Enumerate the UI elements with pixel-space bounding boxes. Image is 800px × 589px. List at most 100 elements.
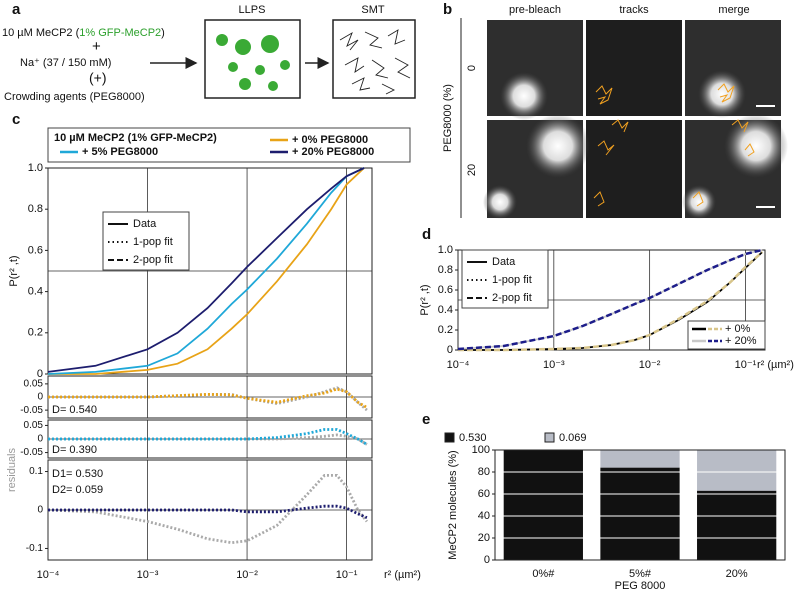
tracks bbox=[339, 29, 411, 95]
column-header: pre-bleach bbox=[509, 4, 561, 16]
box-label: LLPS bbox=[239, 4, 266, 16]
annotation: D2= 0.059 bbox=[52, 484, 103, 496]
y-label: PEG8000 (%) bbox=[442, 84, 454, 152]
data-line bbox=[47, 167, 365, 375]
data-line bbox=[48, 167, 365, 375]
legend-label: Data bbox=[133, 218, 157, 230]
plot-frame bbox=[494, 449, 786, 561]
x-tick-label: 10⁻² bbox=[639, 359, 661, 371]
panel-b: pre-bleach tracks merge PEG8000 (%) 0 20 bbox=[442, 4, 788, 219]
y-tick-label: 0 bbox=[37, 368, 43, 380]
column-header: tracks bbox=[619, 4, 649, 16]
x-axis-label: r² (µm²) bbox=[757, 359, 794, 371]
x-axis-label: PEG 8000 bbox=[615, 580, 666, 589]
y-tick-label: 0.8 bbox=[438, 264, 453, 276]
x-tick-label: 10⁻¹ bbox=[735, 359, 757, 371]
bar-segment bbox=[503, 450, 583, 560]
y-tick-label: 1.0 bbox=[438, 244, 453, 256]
y-tick-label: 0.1 bbox=[29, 466, 43, 477]
residual-line bbox=[48, 387, 368, 409]
condition-line: Crowding agents (PEG8000) bbox=[4, 91, 145, 103]
legend-label: 1-pop fit bbox=[492, 274, 532, 286]
row-label: 0 bbox=[466, 65, 478, 71]
legend-label: + 20% bbox=[725, 335, 757, 347]
residuals-label: residuals bbox=[6, 447, 18, 492]
y-tick-label: 0 bbox=[447, 344, 453, 356]
legend-box bbox=[687, 320, 766, 350]
annotation: D1= 0.530 bbox=[52, 468, 103, 480]
legend-label: + 0% bbox=[725, 323, 751, 335]
legend-label: 0.069 bbox=[559, 432, 587, 444]
y-tick-label: 0.05 bbox=[24, 420, 44, 431]
y-tick-label: -0.05 bbox=[20, 405, 43, 416]
x-tick-label: 10⁻⁴ bbox=[37, 569, 60, 581]
text: 10 µM MeCP2 ( bbox=[2, 27, 80, 39]
y-tick-label: 0 bbox=[484, 554, 490, 566]
legend-label: + 5% PEG8000 bbox=[82, 146, 158, 158]
y-tick-label: 20 bbox=[478, 532, 490, 544]
fit-line bbox=[457, 248, 763, 351]
data-line bbox=[47, 167, 365, 373]
text-green: 1% GFP-MeCP2 bbox=[79, 27, 161, 39]
y-tick-label: -0.05 bbox=[20, 447, 43, 458]
droplets bbox=[216, 34, 290, 91]
y-axis-label: P(r² ,t) bbox=[8, 255, 20, 286]
x-tick-label: 10⁻⁴ bbox=[447, 359, 470, 371]
legend-label: 2-pop fit bbox=[492, 292, 532, 304]
x-tick-label: 5%# bbox=[629, 568, 652, 580]
y-tick-label: 0.05 bbox=[24, 379, 44, 390]
residual-line bbox=[48, 504, 368, 519]
legend-swatch bbox=[544, 432, 555, 443]
y-tick-label: 0.4 bbox=[28, 286, 43, 298]
column-header: merge bbox=[718, 4, 749, 16]
fit-line bbox=[458, 251, 764, 352]
y-axis-label: MeCP2 molecules (%) bbox=[447, 450, 459, 559]
x-tick-label: 10⁻¹ bbox=[336, 569, 358, 581]
legend-swatch bbox=[444, 432, 455, 443]
y-tick-label: 40 bbox=[478, 510, 490, 522]
condition-line: Na⁺ (37 / 150 mM) bbox=[20, 57, 111, 69]
legend-label: 2-pop fit bbox=[133, 254, 173, 266]
x-tick-label: 0%# bbox=[532, 568, 555, 580]
y-tick-label: 0 bbox=[37, 392, 43, 403]
y-tick-label: 0.4 bbox=[438, 304, 453, 316]
legend-label: + 0% PEG8000 bbox=[292, 134, 368, 146]
y-tick-label: -0.1 bbox=[26, 543, 44, 554]
residual-line bbox=[47, 474, 369, 545]
text: ) bbox=[161, 27, 165, 39]
bar-segment bbox=[697, 450, 777, 491]
y-tick-label: 60 bbox=[478, 488, 490, 500]
residual-line bbox=[48, 428, 368, 446]
box-label: SMT bbox=[361, 4, 385, 16]
x-axis-label: r² (µm²) bbox=[384, 569, 421, 581]
y-tick-label: 0.6 bbox=[28, 244, 43, 256]
legend-label: 0.530 bbox=[459, 432, 487, 444]
y-tick-label: 0.6 bbox=[438, 284, 453, 296]
panel-letter: d bbox=[422, 226, 431, 243]
panel-letter: a bbox=[12, 1, 21, 18]
y-tick-label: 0 bbox=[37, 505, 43, 516]
y-tick-label: 1.0 bbox=[28, 162, 43, 174]
annotation: D= 0.540 bbox=[52, 404, 97, 416]
bar-segment bbox=[697, 490, 777, 560]
panel-letter: b bbox=[443, 1, 452, 18]
legend-label: 1-pop fit bbox=[133, 236, 173, 248]
plus: + bbox=[92, 38, 101, 55]
annotation: D= 0.390 bbox=[52, 444, 97, 456]
panel-letter: e bbox=[422, 411, 430, 428]
legend-box bbox=[47, 127, 411, 163]
y-axis-label: P(r² ,t) bbox=[419, 284, 431, 315]
plus: (+) bbox=[89, 70, 107, 86]
x-tick-label: 10⁻³ bbox=[543, 359, 565, 371]
legend-title: 10 µM MeCP2 (1% GFP-MeCP2) bbox=[54, 132, 217, 144]
y-tick-label: 0.8 bbox=[28, 203, 43, 215]
x-tick-label: 10⁻³ bbox=[137, 569, 159, 581]
smt-box bbox=[332, 19, 416, 99]
y-tick-label: 80 bbox=[478, 466, 490, 478]
bar-segment bbox=[600, 450, 680, 468]
bar-segment bbox=[600, 467, 680, 560]
y-tick-label: 100 bbox=[472, 444, 490, 456]
condition-line: 10 µM MeCP2 (1% GFP-MeCP2) bbox=[2, 27, 165, 39]
panel-a: 10 µM MeCP2 (1% GFP-MeCP2) + Na⁺ (37 / 1… bbox=[2, 4, 416, 103]
legend-label: Data bbox=[492, 256, 516, 268]
